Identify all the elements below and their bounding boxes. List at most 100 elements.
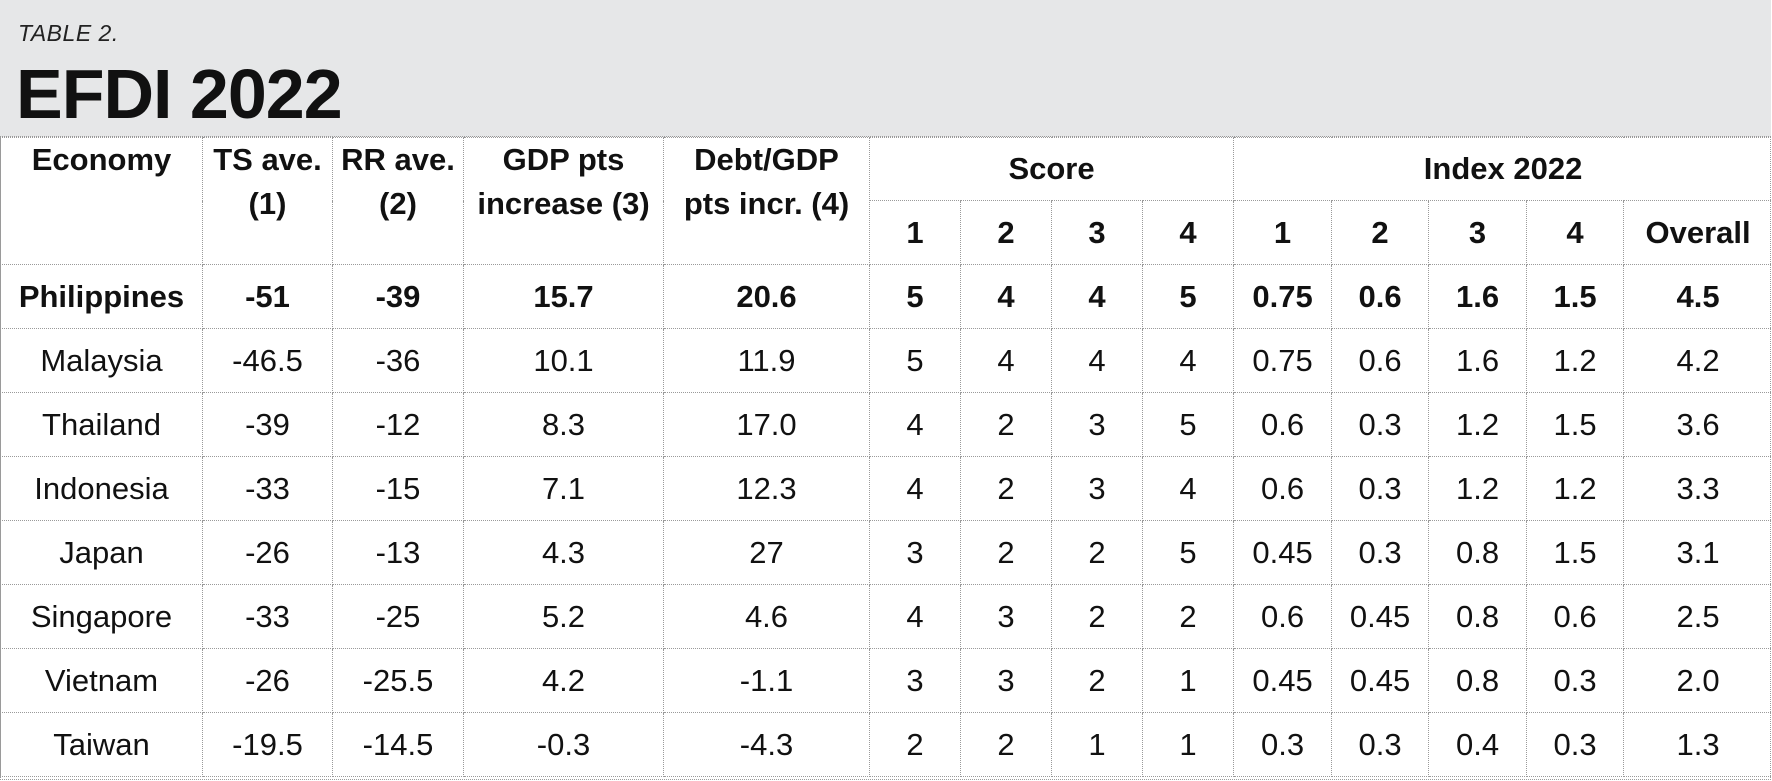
cell-index-3: 1.2 <box>1428 392 1528 457</box>
col-header-ts-line1: TS ave. <box>213 142 322 177</box>
cell-rr: -12 <box>332 392 464 457</box>
cell-score-1: 5 <box>869 264 961 329</box>
cell-gdp: 8.3 <box>463 392 664 457</box>
cell-index-3: 1.2 <box>1428 456 1528 521</box>
col-header-rr-line2: (2) <box>379 186 417 221</box>
table-row: Malaysia -46.5 -36 10.1 11.9 5 4 4 4 0.75 0.6 1.6 1.… <box>0 328 1772 393</box>
cell-score-3: 2 <box>1051 648 1143 713</box>
cell-score-3: 2 <box>1051 584 1143 649</box>
cell-index-1: 0.45 <box>1233 648 1333 713</box>
cell-index-3: 0.8 <box>1428 584 1528 649</box>
cell-score-2: 2 <box>960 520 1052 585</box>
cell-index-overall: 4.5 <box>1623 264 1772 329</box>
cell-score-2: 3 <box>960 648 1052 713</box>
table-row: Indonesia -33 -15 7.1 12.3 4 2 3 4 0.6 0.3 1.2 1.2 3.… <box>0 456 1772 521</box>
cell-rr: -14.5 <box>332 712 464 777</box>
cell-debt: 4.6 <box>663 584 870 649</box>
cell-index-2: 0.45 <box>1331 648 1430 713</box>
col-group-index: Index 2022 <box>1233 137 1772 201</box>
cell-index-3: 1.6 <box>1428 264 1528 329</box>
cell-score-2: 2 <box>960 392 1052 457</box>
cell-score-2: 4 <box>960 328 1052 393</box>
cell-score-4: 5 <box>1141 264 1235 329</box>
cell-rr: -39 <box>332 264 464 329</box>
table-body: Philippines -51 -39 15.7 20.6 5 4 4 5 0.75 0.6 1.6 1… <box>0 264 1772 777</box>
cell-index-2: 0.6 <box>1331 328 1430 393</box>
cell-index-2: 0.6 <box>1331 264 1430 329</box>
cell-score-1: 4 <box>869 456 961 521</box>
cell-score-4: 1 <box>1141 712 1235 777</box>
cell-economy: Japan <box>0 520 203 585</box>
cell-index-3: 0.8 <box>1428 648 1528 713</box>
cell-index-4: 1.5 <box>1526 264 1625 329</box>
cell-ts: -33 <box>202 584 333 649</box>
col-header-debt-line1: Debt/GDP <box>694 142 839 177</box>
col-header-rr-line1: RR ave. <box>341 142 455 177</box>
cell-index-1: 0.6 <box>1233 584 1333 649</box>
cell-score-3: 4 <box>1051 264 1143 329</box>
cell-gdp: 4.3 <box>463 520 664 585</box>
table-header: TABLE 2. EFDI 2022 <box>0 0 1771 137</box>
col-header-gdp: GDP pts increase (3) <box>463 137 664 265</box>
col-group-score: Score <box>868 137 1235 201</box>
cell-index-overall: 3.1 <box>1623 520 1772 585</box>
cell-score-4: 4 <box>1141 328 1235 393</box>
cell-rr: -25 <box>332 584 464 649</box>
cell-score-2: 3 <box>960 584 1052 649</box>
cell-ts: -39 <box>202 392 333 457</box>
cell-ts: -19.5 <box>202 712 333 777</box>
cell-score-1: 5 <box>869 328 961 393</box>
cell-debt: 27 <box>663 520 870 585</box>
cell-score-3: 4 <box>1051 328 1143 393</box>
cell-index-overall: 1.3 <box>1623 712 1772 777</box>
cell-index-4: 0.6 <box>1526 584 1625 649</box>
cell-score-2: 2 <box>960 456 1052 521</box>
cell-index-3: 1.6 <box>1428 328 1528 393</box>
col-header-gdp-line2: increase (3) <box>477 186 650 221</box>
table-row: Philippines -51 -39 15.7 20.6 5 4 4 5 0.75 0.6 1.6 1… <box>0 264 1772 329</box>
col-header-index-overall: Overall <box>1623 200 1772 265</box>
col-header-index-4: 4 <box>1526 200 1625 265</box>
table-row: Vietnam -26 -25.5 4.2 -1.1 3 3 2 1 0.45 0.45 0.8 0.3… <box>0 648 1772 713</box>
col-header-ts: TS ave. (1) <box>202 137 333 265</box>
cell-index-overall: 3.3 <box>1623 456 1772 521</box>
cell-index-4: 0.3 <box>1526 648 1625 713</box>
cell-debt: 12.3 <box>663 456 870 521</box>
cell-index-3: 0.4 <box>1428 712 1528 777</box>
cell-gdp: 5.2 <box>463 584 664 649</box>
cell-debt: 20.6 <box>663 264 870 329</box>
col-header-score-2: 2 <box>960 200 1052 265</box>
cell-score-3: 1 <box>1051 712 1143 777</box>
cell-economy: Indonesia <box>0 456 203 521</box>
cell-index-4: 1.2 <box>1526 456 1625 521</box>
cell-score-3: 3 <box>1051 456 1143 521</box>
cell-rr: -13 <box>332 520 464 585</box>
cell-index-overall: 2.0 <box>1623 648 1772 713</box>
cell-economy: Philippines <box>0 264 203 329</box>
cell-index-4: 0.3 <box>1526 712 1625 777</box>
cell-index-3: 0.8 <box>1428 520 1528 585</box>
cell-score-3: 3 <box>1051 392 1143 457</box>
cell-gdp: 4.2 <box>463 648 664 713</box>
col-header-economy-label: Economy <box>31 142 172 177</box>
cell-debt: 17.0 <box>663 392 870 457</box>
cell-index-1: 0.45 <box>1233 520 1333 585</box>
cell-score-1: 2 <box>869 712 961 777</box>
table-row: Singapore -33 -25 5.2 4.6 4 3 2 2 0.6 0.45 0.8 0.6 2.… <box>0 584 1772 649</box>
cell-index-1: 0.75 <box>1233 264 1333 329</box>
page-title: EFDI 2022 <box>16 55 343 133</box>
col-header-gdp-line1: GDP pts <box>502 142 625 177</box>
cell-index-1: 0.3 <box>1233 712 1333 777</box>
cell-economy: Singapore <box>0 584 203 649</box>
col-header-score-4: 4 <box>1141 200 1235 265</box>
cell-index-overall: 3.6 <box>1623 392 1772 457</box>
cell-index-1: 0.6 <box>1233 392 1333 457</box>
cell-gdp: 10.1 <box>463 328 664 393</box>
col-header-debt: Debt/GDP pts incr. (4) <box>663 137 870 265</box>
col-header-debt-line2: pts incr. (4) <box>683 186 850 221</box>
cell-economy: Thailand <box>0 392 203 457</box>
cell-index-overall: 2.5 <box>1623 584 1772 649</box>
col-header-rr: RR ave. (2) <box>332 137 464 265</box>
efdi-table: Economy TS ave. (1) RR ave. (2) GDP pts … <box>0 137 1772 777</box>
cell-index-1: 0.75 <box>1233 328 1333 393</box>
